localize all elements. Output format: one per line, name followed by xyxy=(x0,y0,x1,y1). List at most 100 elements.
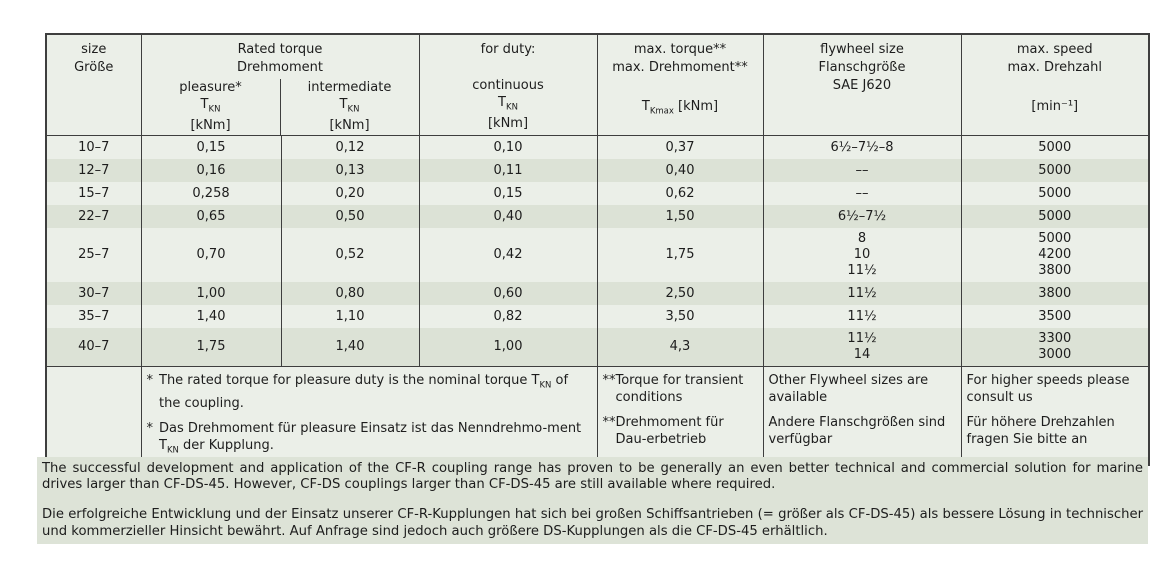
header-rated-subcolumns: pleasure* TKN [kNm] intermediate TKN [kN… xyxy=(142,79,419,135)
cell-pleasure: 0,15 xyxy=(140,135,282,159)
footnote-speed-de: Für höhere Drehzahlen fragen Sie bitte a… xyxy=(967,414,1144,448)
cell-intermediate: 0,50 xyxy=(280,205,420,228)
table-row: 25–7 0,70 0,52 0,42 1,75 8 10 11½ 5000 4200 38… xyxy=(45,228,1150,282)
cell-pleasure: 1,40 xyxy=(140,305,282,328)
cell-size: 30–7 xyxy=(45,282,142,305)
header-duty-label: for duty: xyxy=(480,42,536,57)
header-max-torque-symbol: TKmax [kNm] xyxy=(641,99,719,117)
asterisk-marker: * xyxy=(146,420,154,436)
cell-pleasure: 1,75 xyxy=(140,328,282,367)
header-rated-en: Rated torque xyxy=(237,42,323,57)
cell-max-torque: 1,75 xyxy=(596,228,764,282)
cell-continuous: 1,00 xyxy=(418,328,598,367)
header-size: size Größe xyxy=(45,34,142,136)
cell-speed: 3800 xyxy=(960,282,1150,305)
header-max-torque-en: max. torque** xyxy=(633,42,727,57)
cell-pleasure: 0,16 xyxy=(140,159,282,182)
table-row: 15–7 0,258 0,20 0,15 0,62 –– 5000 xyxy=(45,182,1150,205)
cell-speed: 5000 xyxy=(960,159,1150,182)
footnote-flywheel-de-text: Andere Flanschgrößen sind verfügbar xyxy=(768,415,946,447)
cell-intermediate: 0,20 xyxy=(280,182,420,205)
header-max-torque-spacer xyxy=(598,77,763,99)
cell-intermediate: 0,52 xyxy=(280,228,420,282)
cell-size: 15–7 xyxy=(45,182,142,205)
asterisk-marker: * xyxy=(146,373,154,388)
header-col-max-torque: max. torque** max. Drehmoment** TKmax [k… xyxy=(596,34,764,136)
cell-size: 10–7 xyxy=(45,135,142,159)
footnote-rated-en: * The rated torque for pleasure duty is … xyxy=(147,372,592,412)
header-intermediate-symbol: TKN xyxy=(339,97,360,115)
cell-continuous: 0,11 xyxy=(418,159,598,182)
footnote-rated-en-text: The rated torque for pleasure duty is th… xyxy=(159,373,569,411)
table-row: 22–7 0,65 0,50 0,40 1,50 6½–7½ 5000 xyxy=(45,205,1150,228)
header-pleasure-label: pleasure* xyxy=(179,80,242,95)
cell-size: 35–7 xyxy=(45,305,142,328)
cell-size: 22–7 xyxy=(45,205,142,228)
header-col-max-speed: max. speed max. Drehzahl [min⁻¹] xyxy=(960,34,1150,136)
table-header-row: size Größe Rated torque Drehmoment pleas… xyxy=(45,34,1150,136)
header-rated-de: Drehmoment xyxy=(237,60,323,75)
note-paragraph-en: The successful development and applicati… xyxy=(42,461,1143,493)
footnote-flywheel-de: Andere Flanschgrößen sind verfügbar xyxy=(769,414,956,448)
header-flywheel-en: flywheel size xyxy=(820,42,904,57)
footnote-speed-de-text: Für höhere Drehzahlen fragen Sie bitte a… xyxy=(966,415,1115,447)
table-row: 10–7 0,15 0,12 0,10 0,37 6½–7½–8 5000 xyxy=(45,135,1150,159)
cell-pleasure: 0,70 xyxy=(140,228,282,282)
coupling-spec-table: size Größe Rated torque Drehmoment pleas… xyxy=(45,33,1150,467)
header-continuous-symbol: TKN xyxy=(498,95,518,113)
header-continuous-unit: [kNm] xyxy=(487,115,529,131)
cell-flywheel: 6½–7½ xyxy=(762,205,962,228)
footnote-row: * The rated torque for pleasure duty is … xyxy=(45,366,1150,466)
cell-flywheel: 11½ xyxy=(762,282,962,305)
footnote-speed-en-text: For higher speeds please consult us xyxy=(966,373,1130,405)
footnote-max-torque-en-text: Torque for transient conditions xyxy=(615,373,744,405)
cell-size: 12–7 xyxy=(45,159,142,182)
header-size-de: Größe xyxy=(74,60,114,75)
table-row: 12–7 0,16 0,13 0,11 0,40 –– 5000 xyxy=(45,159,1150,182)
header-flywheel-de: Flanschgröße xyxy=(818,60,906,75)
cell-intermediate: 0,12 xyxy=(280,135,420,159)
cell-continuous: 0,42 xyxy=(418,228,598,282)
cell-max-torque: 4,3 xyxy=(596,328,764,367)
cell-flywheel: 11½ xyxy=(762,305,962,328)
footnote-empty-cell xyxy=(45,366,142,466)
footnote-flywheel-cell: Other Flywheel sizes are available Ander… xyxy=(762,366,962,466)
cell-speed: 5000 xyxy=(960,182,1150,205)
header-col-pleasure: pleasure* TKN [kNm] xyxy=(142,79,280,135)
footnote-flywheel-en-text: Other Flywheel sizes are available xyxy=(768,373,929,405)
cell-max-torque: 2,50 xyxy=(596,282,764,305)
header-pleasure-unit: [kNm] xyxy=(190,117,231,133)
cell-intermediate: 1,40 xyxy=(280,328,420,367)
footnote-max-torque-de-text: Drehmoment für Dau-erbetrieb xyxy=(615,415,724,447)
cell-max-torque: 0,62 xyxy=(596,182,764,205)
cell-pleasure: 0,258 xyxy=(140,182,282,205)
header-flywheel-sae: SAE J620 xyxy=(832,78,892,93)
cell-flywheel: 6½–7½–8 xyxy=(762,135,962,159)
double-asterisk-marker: ** xyxy=(602,415,616,430)
cell-flywheel: –– xyxy=(762,159,962,182)
cell-max-torque: 3,50 xyxy=(596,305,764,328)
footnote-flywheel-en: Other Flywheel sizes are available xyxy=(769,372,956,406)
header-intermediate-label: intermediate xyxy=(307,80,392,95)
header-col-flywheel: flywheel size Flanschgröße SAE J620 xyxy=(762,34,962,136)
footnote-rated-torque-cell: * The rated torque for pleasure duty is … xyxy=(140,366,598,466)
double-asterisk-marker: ** xyxy=(602,373,616,388)
header-max-speed-de: max. Drehzahl xyxy=(1007,60,1103,75)
cell-speed: 5000 xyxy=(960,205,1150,228)
cell-intermediate: 1,10 xyxy=(280,305,420,328)
cell-max-torque: 0,40 xyxy=(596,159,764,182)
table-row: 40–7 1,75 1,40 1,00 4,3 11½ 14 3300 3000 xyxy=(45,328,1150,367)
cell-flywheel: 8 10 11½ xyxy=(762,228,962,282)
footnote-speed-en: For higher speeds please consult us xyxy=(967,372,1144,406)
cell-pleasure: 0,65 xyxy=(140,205,282,228)
footnote-rated-de: * Das Drehmoment für pleasure Einsatz is… xyxy=(147,420,592,460)
header-size-en: size xyxy=(81,42,107,57)
cell-size: 40–7 xyxy=(45,328,142,367)
footnote-rated-de-text: Das Drehmoment für pleasure Einsatz ist … xyxy=(159,420,582,456)
header-max-speed-spacer xyxy=(962,77,1149,99)
cell-speed: 5000 xyxy=(960,135,1150,159)
cell-flywheel: –– xyxy=(762,182,962,205)
cell-intermediate: 0,13 xyxy=(280,159,420,182)
cell-speed: 5000 4200 3800 xyxy=(960,228,1150,282)
cell-max-torque: 1,50 xyxy=(596,205,764,228)
